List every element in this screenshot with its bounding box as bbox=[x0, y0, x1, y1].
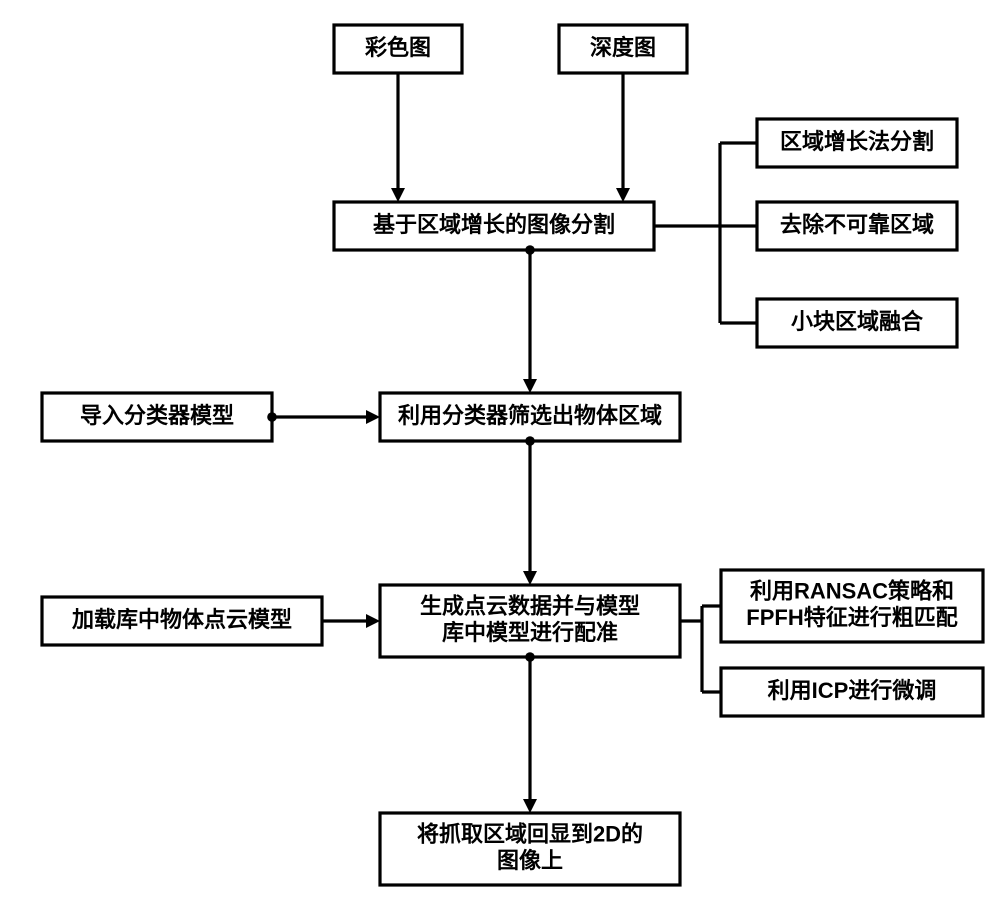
node-label-out: 图像上 bbox=[497, 848, 563, 873]
node-label-seg_a: 区域增长法分割 bbox=[780, 129, 934, 154]
node-label-load_model: 加载库中物体点云模型 bbox=[71, 607, 292, 632]
node-label-reg: 库中模型进行配准 bbox=[442, 620, 618, 645]
node-label-reg_a: FPFH特征进行粗匹配 bbox=[746, 605, 957, 630]
node-label-filter: 利用分类器筛选出物体区域 bbox=[398, 403, 662, 428]
node-label-out: 将抓取区域回显到2D的 bbox=[417, 822, 643, 847]
node-label-reg_b: 利用ICP进行微调 bbox=[768, 678, 937, 703]
node-label-reg_a: 利用RANSAC策略和 bbox=[750, 579, 954, 604]
node-label-reg: 生成点云数据并与模型 bbox=[420, 594, 640, 619]
node-label-seg_c: 小块区域融合 bbox=[791, 309, 924, 334]
junction-dot bbox=[525, 436, 535, 446]
node-label-seg: 基于区域增长的图像分割 bbox=[373, 212, 615, 237]
node-label-load_cls: 导入分类器模型 bbox=[80, 403, 234, 428]
node-label-color_img: 彩色图 bbox=[364, 35, 431, 60]
junction-dot bbox=[267, 412, 277, 422]
junction-dot bbox=[525, 652, 535, 662]
node-label-depth_img: 深度图 bbox=[590, 35, 656, 60]
node-label-seg_b: 去除不可靠区域 bbox=[780, 212, 934, 237]
junction-dot bbox=[525, 245, 535, 255]
